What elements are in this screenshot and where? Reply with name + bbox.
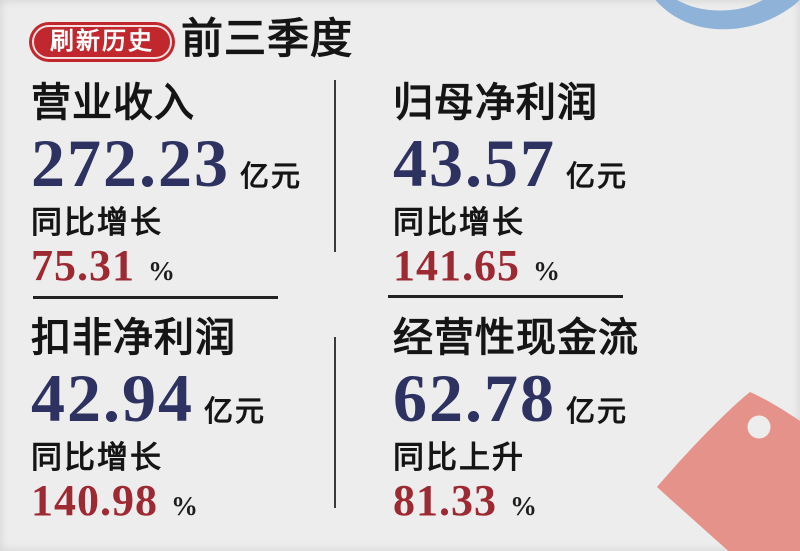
stat-change-value: 81.33 (393, 476, 497, 525)
stat-change-unit: % (510, 491, 537, 521)
blue-arc-decoration (655, 0, 800, 30)
price-tag-decoration (657, 392, 800, 551)
stat-net-profit-parent: 归母净利润 43.57 亿元 同比增长 141.65 % (393, 81, 723, 290)
stat-value: 272.23 (31, 125, 230, 201)
horizontal-divider-left (33, 296, 278, 299)
stat-value-row: 272.23 亿元 (31, 125, 361, 201)
stat-operating-cash-flow: 经营性现金流 62.78 亿元 同比上升 81.33 % (393, 316, 723, 525)
stat-change-label: 同比增长 (393, 205, 525, 240)
stat-unit: 亿元 (566, 161, 629, 193)
tag-hole (747, 415, 771, 439)
record-badge-label: 刷新历史 (50, 29, 154, 55)
stat-unit: 亿元 (566, 396, 629, 428)
stat-change-row: 141.65 % (393, 242, 723, 290)
stat-value-row: 43.57 亿元 (393, 125, 723, 201)
stat-change-unit: % (533, 256, 560, 286)
vertical-divider-top (334, 80, 336, 252)
stat-label: 营业收入 (31, 80, 195, 125)
record-badge: 刷新历史 (29, 22, 175, 62)
stat-change-row: 140.98 % (31, 477, 361, 525)
stat-change-value: 141.65 (393, 241, 520, 290)
stat-operating-revenue: 营业收入 272.23 亿元 同比增长 75.31 % (31, 81, 361, 290)
stat-change-label: 同比上升 (393, 440, 525, 475)
stat-change-value: 75.31 (31, 241, 135, 290)
stat-label: 经营性现金流 (393, 315, 639, 360)
stat-value: 42.94 (31, 360, 194, 436)
page-title: 前三季度 (181, 17, 354, 63)
vertical-divider-bottom (334, 337, 336, 508)
stat-change-label: 同比增长 (31, 440, 163, 475)
stat-unit: 亿元 (240, 161, 303, 193)
horizontal-divider-right (388, 295, 623, 298)
stat-change-row: 75.31 % (31, 242, 361, 290)
stat-change-unit: % (148, 256, 175, 286)
stat-unit: 亿元 (204, 396, 267, 428)
stat-non-gaap-net-profit: 扣非净利润 42.94 亿元 同比增长 140.98 % (31, 316, 361, 525)
stat-value: 62.78 (393, 360, 556, 436)
stat-label: 归母净利润 (393, 80, 598, 125)
stat-change-row: 81.33 % (393, 477, 723, 525)
stat-value-row: 42.94 亿元 (31, 360, 361, 436)
stat-change-label: 同比增长 (31, 205, 163, 240)
stat-value: 43.57 (393, 125, 556, 201)
stat-value-row: 62.78 亿元 (393, 360, 723, 436)
stat-change-value: 140.98 (31, 476, 158, 525)
stat-label: 扣非净利润 (31, 315, 236, 360)
stat-change-unit: % (171, 491, 198, 521)
